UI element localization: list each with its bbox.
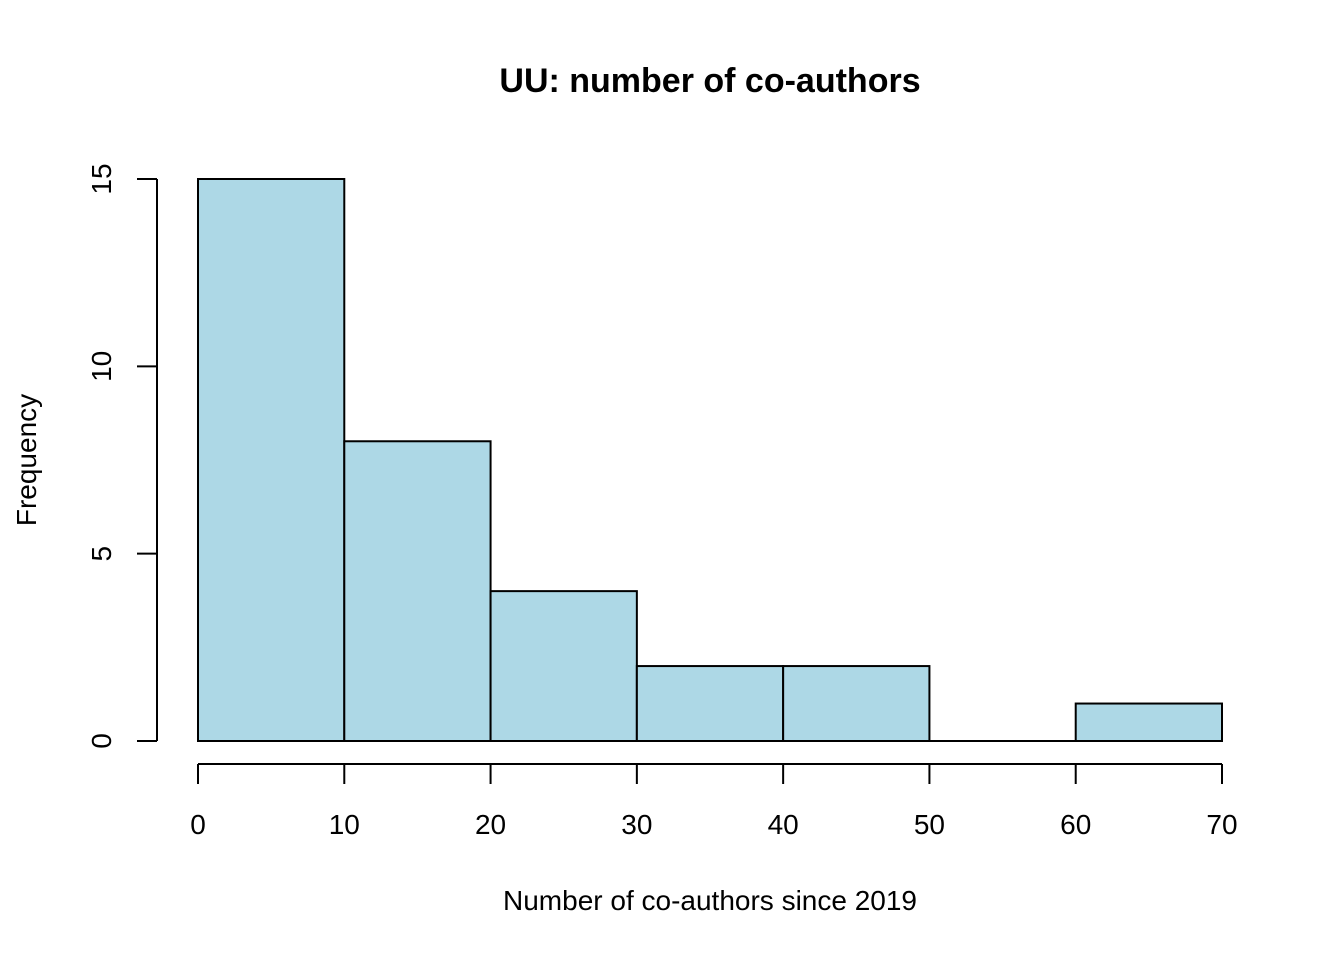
x-tick-label: 70 — [1206, 809, 1237, 840]
x-tick-label: 30 — [621, 809, 652, 840]
histogram-bar-0 — [197, 178, 346, 742]
y-tick-label: 10 — [86, 351, 117, 382]
x-axis-label: Number of co-authors since 2019 — [503, 885, 917, 916]
x-tick-label: 50 — [914, 809, 945, 840]
chart-title: UU: number of co-authors — [499, 62, 920, 100]
x-tick-label: 0 — [190, 809, 206, 840]
x-tick-label: 20 — [475, 809, 506, 840]
histogram-bar-2 — [489, 590, 638, 743]
x-axis: 0 10 20 30 40 50 60 70 — [190, 763, 1238, 840]
bars-group — [197, 178, 1223, 743]
y-axis: 0 5 10 15 — [86, 163, 158, 749]
y-tick-label: 0 — [86, 733, 117, 749]
histogram-bar-6 — [1074, 702, 1223, 742]
histogram-bar-4 — [782, 665, 931, 742]
histogram-bar-3 — [635, 665, 785, 742]
x-tick-label: 10 — [329, 809, 360, 840]
histogram-bar-1 — [343, 440, 492, 742]
x-tick-label: 40 — [768, 809, 799, 840]
y-tick-label: 15 — [86, 163, 117, 194]
y-axis-label: Frequency — [11, 394, 42, 526]
y-tick-label: 5 — [86, 546, 117, 562]
x-tick-label: 60 — [1060, 809, 1091, 840]
